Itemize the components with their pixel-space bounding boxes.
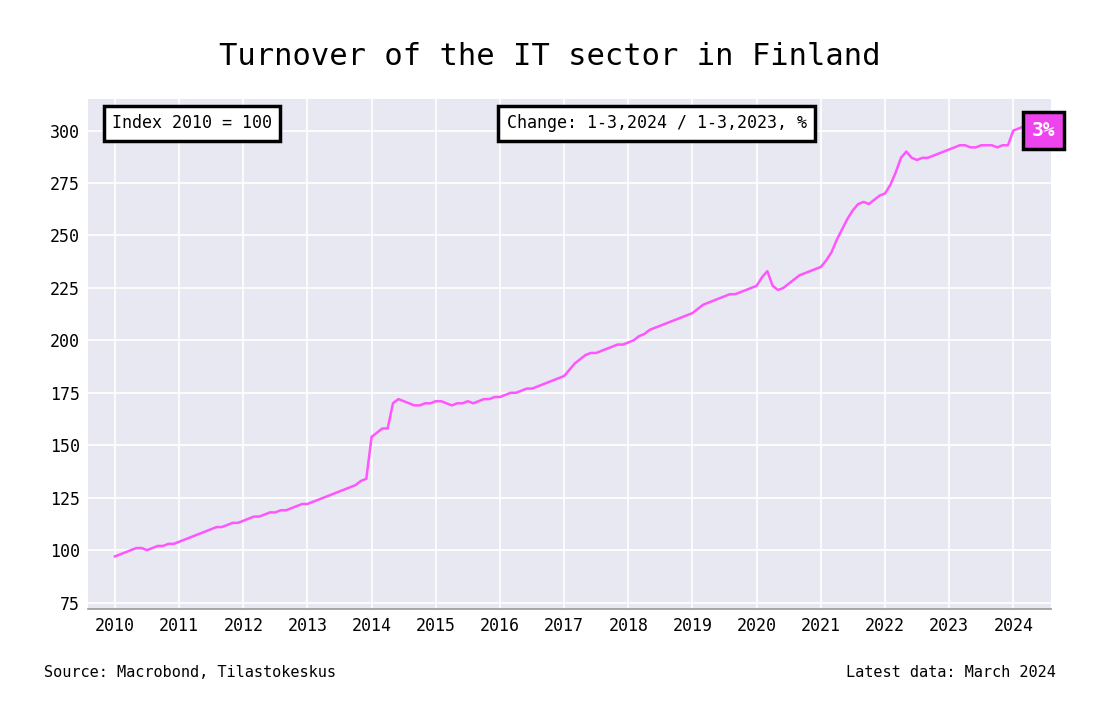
Text: Change: 1-3,2024 / 1-3,2023, %: Change: 1-3,2024 / 1-3,2023, % (507, 115, 806, 132)
Text: Turnover of the IT sector in Finland: Turnover of the IT sector in Finland (219, 42, 881, 72)
Text: Latest data: March 2024: Latest data: March 2024 (846, 665, 1056, 680)
Text: 3%: 3% (1030, 121, 1055, 140)
Text: Source: Macrobond, Tilastokeskus: Source: Macrobond, Tilastokeskus (44, 665, 336, 680)
Text: Index 2010 = 100: Index 2010 = 100 (112, 115, 272, 132)
